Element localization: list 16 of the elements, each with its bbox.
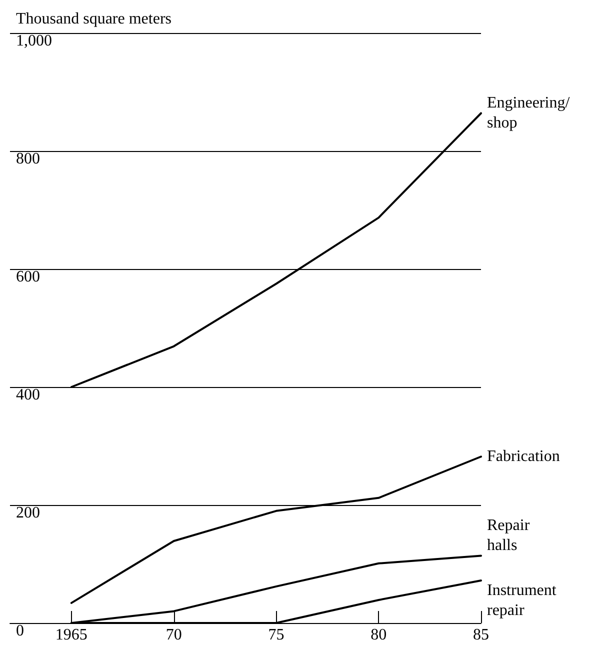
y-tick-label: 1,000 bbox=[16, 32, 52, 50]
x-tick-label: 85 bbox=[473, 626, 489, 644]
x-tick-label: 70 bbox=[166, 626, 182, 644]
series-label: Fabrication bbox=[487, 448, 560, 466]
y-tick-label: 600 bbox=[16, 268, 40, 286]
x-tick-label: 75 bbox=[268, 626, 284, 644]
y-tick-label: 400 bbox=[16, 386, 40, 404]
x-tick-label: 1965 bbox=[55, 626, 88, 644]
series-label: Engineering/shop bbox=[487, 94, 570, 132]
y-axis-title: Thousand square meters bbox=[16, 10, 172, 28]
series-label: Repair halls bbox=[487, 517, 530, 554]
y-tick-label: 800 bbox=[16, 150, 40, 168]
series-label: Instrument repair bbox=[487, 582, 557, 620]
x-tick-label: 80 bbox=[370, 626, 387, 644]
y-tick-label: 200 bbox=[16, 504, 40, 522]
y-tick-label: 0 bbox=[16, 622, 24, 640]
